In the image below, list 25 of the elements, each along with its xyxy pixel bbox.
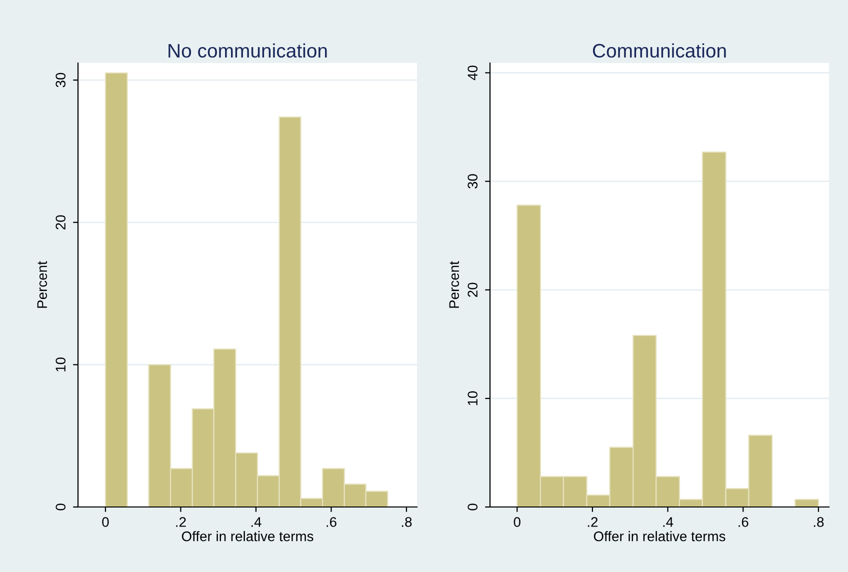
y-tick-label: 30 <box>56 72 66 88</box>
y-axis-title: Percent <box>449 261 460 308</box>
y-tick-label: 0 <box>468 504 478 510</box>
x-axis-title: Offer in relative terms <box>594 531 726 542</box>
x-tick-label: .4 <box>663 517 674 527</box>
y-tick-label: 40 <box>468 66 478 80</box>
x-tick-label: .6 <box>326 517 336 527</box>
chart-title: Communication <box>592 43 726 58</box>
y-tick-label: 10 <box>468 391 478 406</box>
y-tick-label: 30 <box>468 174 478 189</box>
x-tick-label: .8 <box>402 517 412 527</box>
y-tick-label: 10 <box>56 358 66 372</box>
y-tick-label: 0 <box>56 504 66 510</box>
x-axis-title: Offer in relative terms <box>182 531 314 542</box>
x-tick-label: .4 <box>251 517 262 527</box>
x-tick-label: 0 <box>102 517 109 527</box>
x-tick-label: .8 <box>814 517 824 527</box>
x-tick-label: .2 <box>588 517 598 527</box>
y-tick-label: 20 <box>468 282 478 297</box>
y-axis-title: Percent <box>37 261 48 308</box>
y-tick-label: 20 <box>56 215 66 230</box>
chart-title: No communication <box>168 43 327 58</box>
x-tick-label: .2 <box>176 517 186 527</box>
x-tick-label: 0 <box>514 517 520 527</box>
x-tick-label: .6 <box>738 517 748 527</box>
